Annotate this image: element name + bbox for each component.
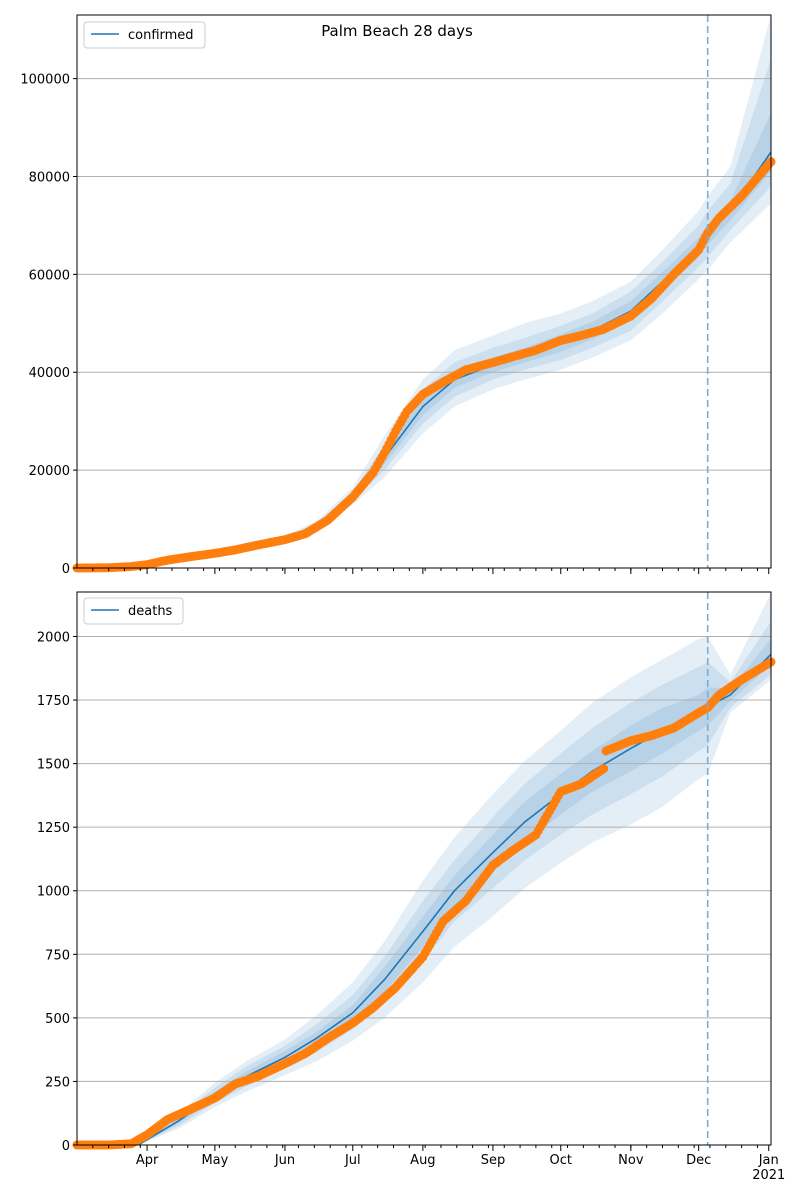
x-tick-label: Jun (274, 1153, 295, 1168)
x-tick-label: Nov (618, 1153, 644, 1168)
deaths-y-tick-label: 1750 (37, 694, 70, 709)
confirmed-legend-label: confirmed (128, 28, 194, 43)
confirmed-y-tick-label: 80000 (29, 170, 70, 185)
deaths-legend: deaths (83, 597, 184, 625)
confirmed-gridlines (77, 78, 771, 569)
x-tick-label: Jan (758, 1153, 779, 1168)
confirmed-model-line (76, 151, 772, 569)
deaths-y-tick-label: 500 (45, 1012, 70, 1027)
deaths-y-tick-label: 250 (45, 1075, 70, 1090)
deaths-y-tick-label: 0 (62, 1139, 70, 1154)
deaths-plot-frame (76, 591, 772, 1146)
confirmed-y-tick-label: 60000 (29, 268, 70, 283)
confirmed-band-2 (77, 112, 771, 569)
confirmed-band-1 (77, 59, 771, 568)
x-tick-label: Jul (344, 1153, 361, 1168)
confirmed-y-ticks: 0 20000 40000 60000 80000 100000 (20, 73, 77, 577)
confirmed-x-ticks (92, 568, 770, 574)
confirmed-band-0 (77, 15, 771, 568)
x-tick-label: Aug (410, 1153, 435, 1168)
deaths-panel: 0 250 500 750 1000 1250 1500 1750 2000 Apr May Jun… (37, 591, 785, 1183)
x-tick-label: 2021 (752, 1168, 785, 1183)
x-tick-label: May (201, 1153, 228, 1168)
confirmed-plot-frame (76, 14, 772, 569)
deaths-band-1 (77, 621, 771, 1145)
x-tick-label: Dec (686, 1153, 711, 1168)
deaths-observed-points (72, 657, 776, 1150)
deaths-observed-point (599, 764, 609, 774)
deaths-band-0 (77, 593, 771, 1145)
confirmed-confidence-bands (77, 15, 771, 569)
x-tick-label: Sep (481, 1153, 506, 1168)
chart-title: Palm Beach 28 days (321, 22, 473, 40)
x-tick-label: Oct (550, 1153, 572, 1168)
deaths-y-ticks: 0 250 500 750 1000 1250 1500 1750 2000 (37, 630, 77, 1154)
deaths-y-tick-label: 2000 (37, 630, 70, 645)
confirmed-y-tick-label: 40000 (29, 366, 70, 381)
confirmed-observed-points (72, 157, 776, 573)
deaths-confidence-bands (77, 593, 771, 1145)
confirmed-panel: 0 20000 40000 60000 80000 100000 confirmed Pa… (20, 14, 776, 577)
confirmed-y-tick-label: 20000 (29, 464, 70, 479)
confirmed-y-tick-label: 0 (62, 562, 70, 577)
x-tick-label: Apr (136, 1153, 159, 1168)
deaths-y-tick-label: 1250 (37, 821, 70, 836)
confirmed-legend: confirmed (83, 21, 206, 49)
deaths-band-2 (77, 639, 771, 1145)
deaths-y-tick-label: 1000 (37, 885, 70, 900)
deaths-legend-label: deaths (128, 604, 173, 619)
confirmed-y-tick-label: 100000 (20, 73, 70, 88)
deaths-y-tick-label: 1500 (37, 758, 70, 773)
deaths-y-tick-label: 750 (45, 948, 70, 963)
